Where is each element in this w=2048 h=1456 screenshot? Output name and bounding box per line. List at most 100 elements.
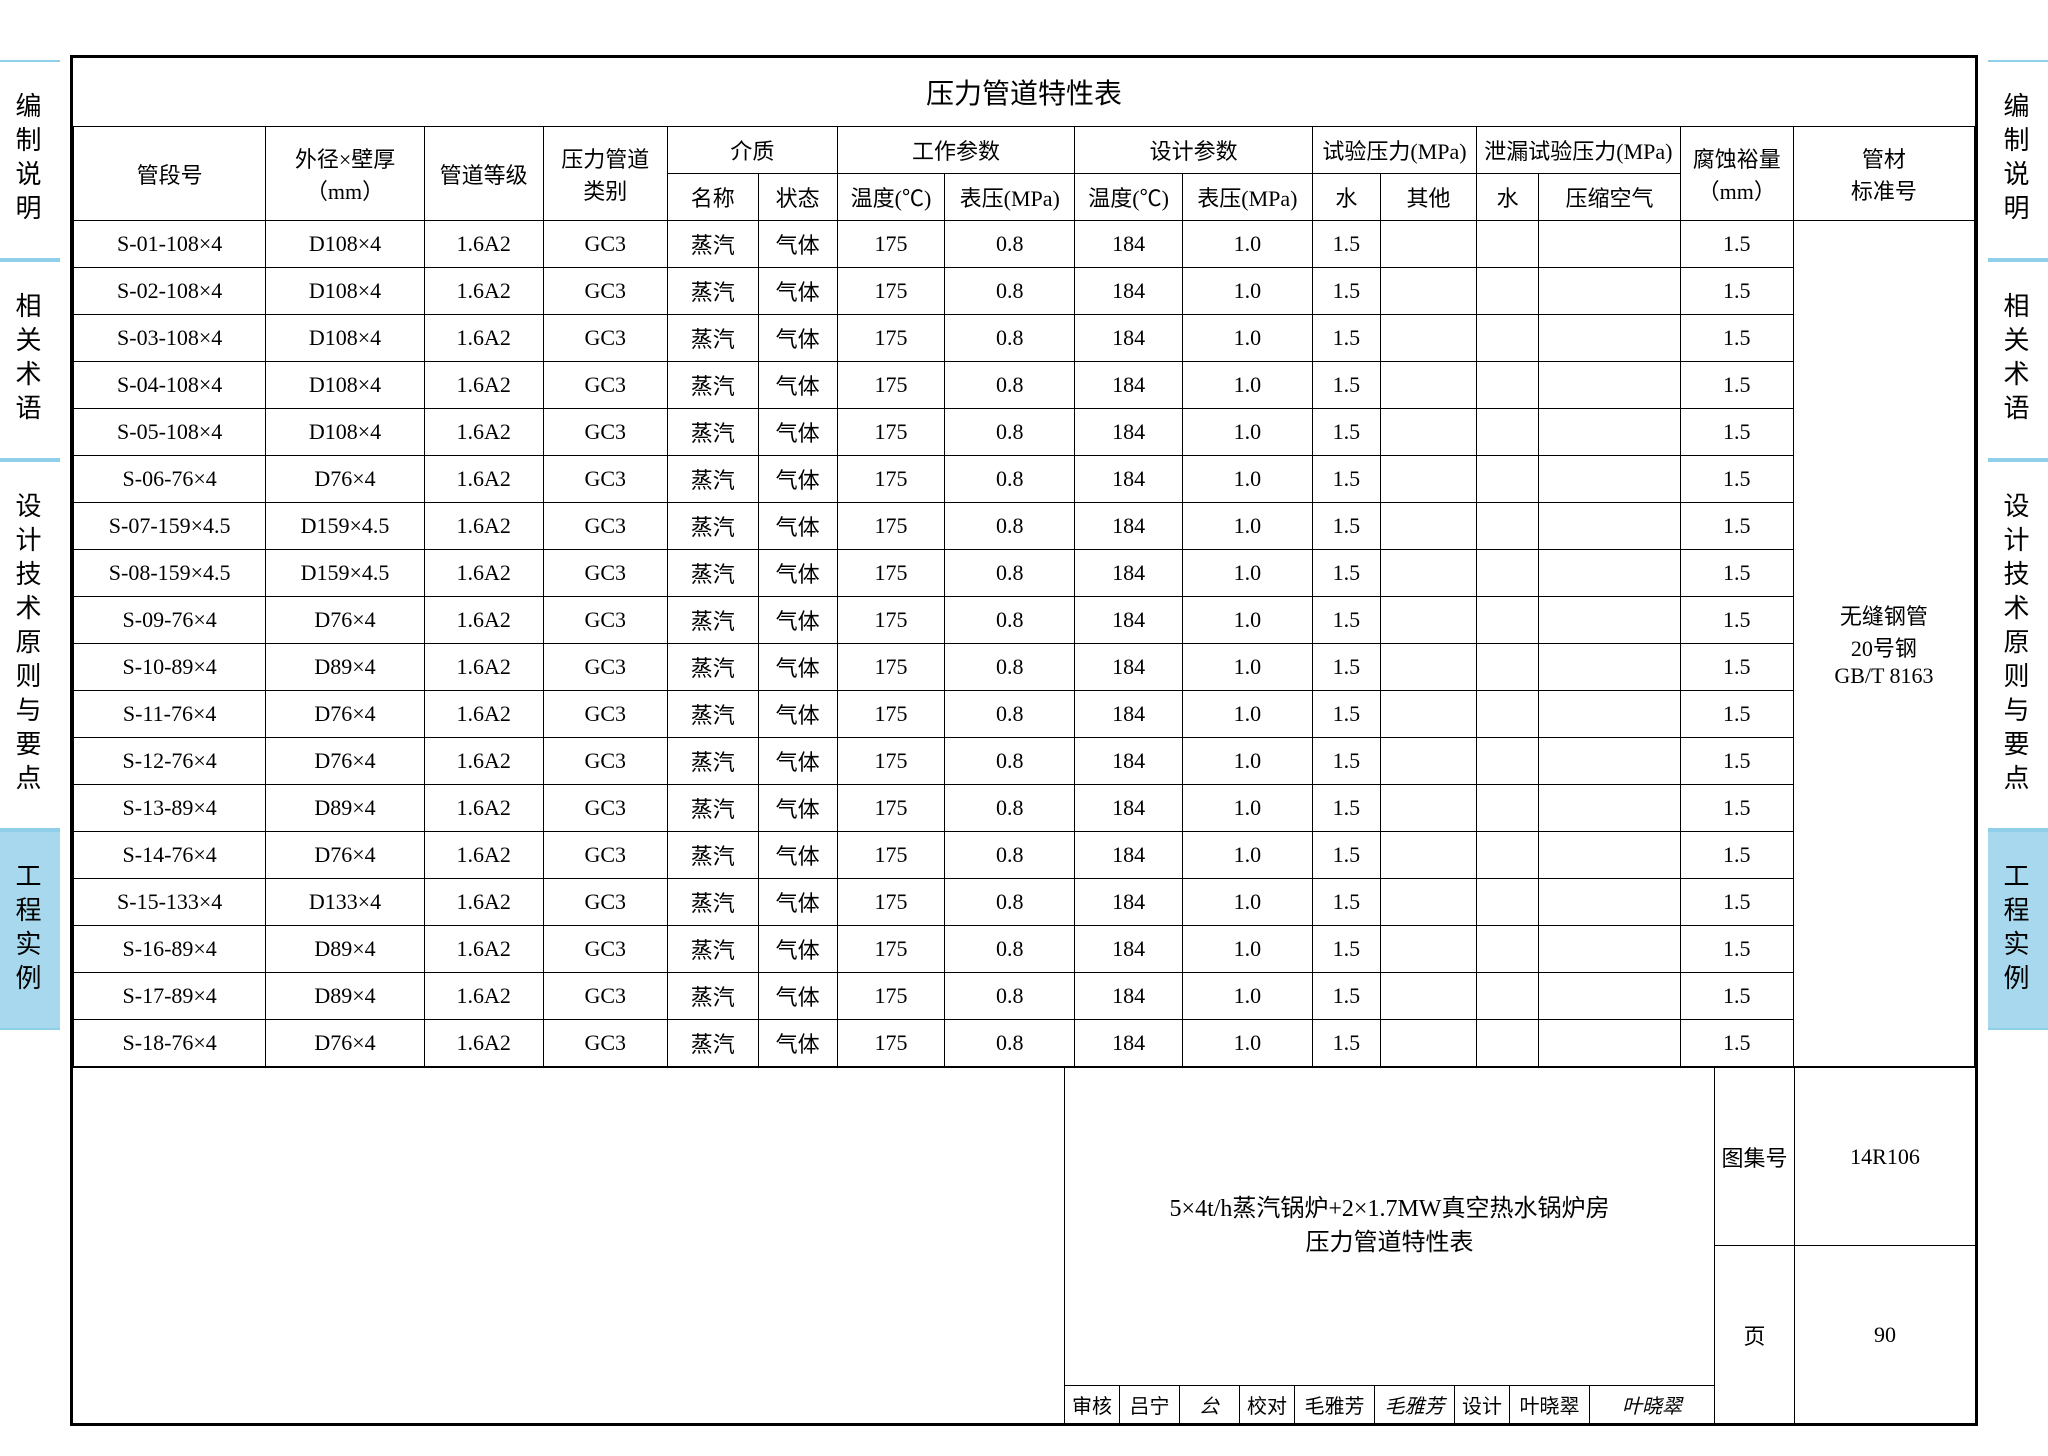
right-tabs: 编制说明相关术语设计技术原则与要点工程实例 [1988, 0, 2048, 1456]
cell: 0.8 [945, 973, 1075, 1020]
cell: GC3 [543, 315, 667, 362]
h-seg: 管段号 [74, 127, 266, 221]
cell: D76×4 [266, 738, 424, 785]
cell [1477, 973, 1539, 1020]
cell: 1.0 [1182, 362, 1312, 409]
cell: 气体 [758, 503, 837, 550]
cell: 175 [837, 691, 944, 738]
table-row: S-14-76×4D76×41.6A2GC3蒸汽气体1750.81841.01.… [74, 832, 1975, 879]
side-tab[interactable]: 工程实例 [1988, 830, 2048, 1030]
cell [1380, 503, 1476, 550]
cell: 气体 [758, 221, 837, 268]
cell: S-03-108×4 [74, 315, 266, 362]
cell: GC3 [543, 268, 667, 315]
side-tab[interactable]: 设计技术原则与要点 [1988, 460, 2048, 830]
cell: GC3 [543, 926, 667, 973]
cell: 1.6A2 [424, 362, 543, 409]
table-row: S-05-108×4D108×41.6A2GC3蒸汽气体1750.81841.0… [74, 409, 1975, 456]
side-tab[interactable]: 编制说明 [0, 60, 60, 260]
cell [1380, 409, 1476, 456]
cell: 气体 [758, 597, 837, 644]
cell: 1.6A2 [424, 550, 543, 597]
h-leak: 泄漏试验压力(MPa) [1477, 127, 1681, 174]
cell: 1.5 [1312, 879, 1380, 926]
cell: 1.6A2 [424, 738, 543, 785]
side-tab[interactable]: 相关术语 [1988, 260, 2048, 460]
cell: 蒸汽 [668, 315, 759, 362]
review-name: 吕宁 [1120, 1386, 1180, 1423]
cell: D89×4 [266, 785, 424, 832]
cell: 175 [837, 926, 944, 973]
cell: 0.8 [945, 691, 1075, 738]
cell [1539, 832, 1680, 879]
cell: 1.5 [1680, 315, 1793, 362]
side-tab[interactable]: 相关术语 [0, 260, 60, 460]
cell: 0.8 [945, 644, 1075, 691]
check-name: 毛雅芳 [1295, 1386, 1375, 1423]
cell: 蒸汽 [668, 738, 759, 785]
h-wt: 温度(℃) [837, 174, 944, 221]
cell: 184 [1075, 362, 1182, 409]
side-tab[interactable]: 设计技术原则与要点 [0, 460, 60, 830]
cell [1477, 644, 1539, 691]
cell: 1.5 [1312, 597, 1380, 644]
table-row: S-11-76×4D76×41.6A2GC3蒸汽气体1750.81841.01.… [74, 691, 1975, 738]
h-grade: 管道等级 [424, 127, 543, 221]
table-row: S-13-89×4D89×41.6A2GC3蒸汽气体1750.81841.01.… [74, 785, 1975, 832]
cell: 175 [837, 1020, 944, 1067]
cell: 1.5 [1312, 738, 1380, 785]
cell: 1.5 [1680, 362, 1793, 409]
table-row: S-08-159×4.5D159×4.51.6A2GC3蒸汽气体1750.818… [74, 550, 1975, 597]
cell: 175 [837, 268, 944, 315]
cell: S-14-76×4 [74, 832, 266, 879]
side-tab[interactable]: 编制说明 [1988, 60, 2048, 260]
h-mname: 名称 [668, 174, 759, 221]
cell [1477, 926, 1539, 973]
cell: D159×4.5 [266, 550, 424, 597]
h-to: 其他 [1380, 174, 1476, 221]
cell: 气体 [758, 973, 837, 1020]
cell: 气体 [758, 926, 837, 973]
cell: 气体 [758, 550, 837, 597]
cell [1380, 597, 1476, 644]
cell [1477, 503, 1539, 550]
table-row: S-09-76×4D76×41.6A2GC3蒸汽气体1750.81841.01.… [74, 597, 1975, 644]
cell: GC3 [543, 550, 667, 597]
cell [1380, 973, 1476, 1020]
table-row: S-16-89×4D89×41.6A2GC3蒸汽气体1750.81841.01.… [74, 926, 1975, 973]
cell: 0.8 [945, 926, 1075, 973]
cell: 184 [1075, 503, 1182, 550]
cell: 蒸汽 [668, 1020, 759, 1067]
cell: 1.5 [1680, 268, 1793, 315]
cell: S-09-76×4 [74, 597, 266, 644]
cell: 1.5 [1312, 550, 1380, 597]
footer-right: 图集号 14R106 页 90 [1715, 1068, 1975, 1423]
cell: 175 [837, 503, 944, 550]
cell: GC3 [543, 1020, 667, 1067]
cell [1477, 832, 1539, 879]
cell: 1.6A2 [424, 879, 543, 926]
cell: 1.6A2 [424, 597, 543, 644]
cell: GC3 [543, 409, 667, 456]
cell: GC3 [543, 832, 667, 879]
cell: D108×4 [266, 409, 424, 456]
check-label: 校对 [1240, 1386, 1295, 1423]
cell: 184 [1075, 550, 1182, 597]
cell [1477, 597, 1539, 644]
cell: S-10-89×4 [74, 644, 266, 691]
cell: 0.8 [945, 503, 1075, 550]
cell: 0.8 [945, 456, 1075, 503]
set-val: 14R106 [1795, 1068, 1975, 1245]
cell [1380, 832, 1476, 879]
cell: 气体 [758, 691, 837, 738]
cell: S-07-159×4.5 [74, 503, 266, 550]
cell: 175 [837, 597, 944, 644]
pipe-table: 管段号 外径×壁厚（mm） 管道等级 压力管道类别 介质 工作参数 设计参数 试… [73, 126, 1975, 1067]
cell [1380, 738, 1476, 785]
table-row: S-17-89×4D89×41.6A2GC3蒸汽气体1750.81841.01.… [74, 973, 1975, 1020]
cell: 1.6A2 [424, 221, 543, 268]
cell: S-05-108×4 [74, 409, 266, 456]
page: 编制说明相关术语设计技术原则与要点工程实例 压力管道特性表 管段号 外径×壁厚（… [0, 0, 2048, 1456]
side-tab[interactable]: 工程实例 [0, 830, 60, 1030]
cell: 蒸汽 [668, 409, 759, 456]
